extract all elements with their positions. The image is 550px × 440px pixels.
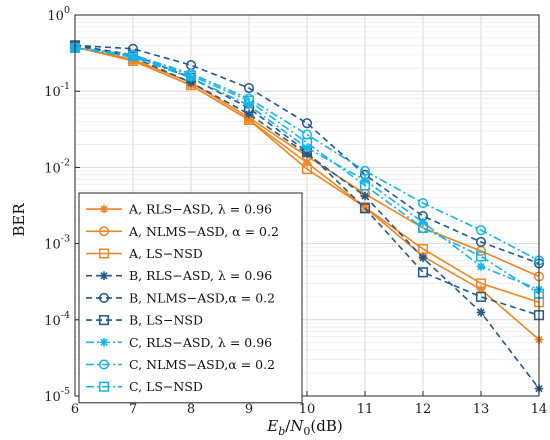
legend-marker: [98, 292, 110, 303]
legend-entry: C, RLS−ASD, λ = 0.96: [86, 335, 272, 350]
data-point: [359, 180, 371, 191]
data-point: [301, 137, 313, 148]
legend-marker: [98, 315, 110, 326]
data-point: [476, 308, 486, 317]
x-tick-label: 13: [473, 402, 490, 417]
data-point: [301, 118, 313, 129]
legend-label: C, NLMS−ASD,α = 0.2: [129, 357, 275, 372]
legend-entry: A, RLS−ASD, λ = 0.96: [86, 202, 272, 217]
legend-entry: B, RLS−ASD, λ = 0.96: [86, 268, 272, 283]
x-tick-label: 9: [245, 402, 253, 417]
data-point: [360, 191, 370, 201]
ticks: 6 7 8 9 10 11 12 13 14 100 10-1 10-2 10-3 10-4 10-5: [44, 5, 547, 417]
y-tick-label: 10-5: [44, 386, 70, 405]
y-tick-label: 10-2: [44, 157, 70, 176]
data-point: [417, 222, 429, 234]
data-point: [301, 164, 313, 175]
series-group: [69, 42, 545, 299]
legend-entry: A, NLMS−ASD, α = 0.2: [86, 224, 279, 239]
x-axis-title-b-subscript: b: [278, 425, 285, 438]
x-axis-title-slash: /: [285, 417, 291, 435]
x-tick-label: 6: [71, 402, 79, 417]
data-point: [359, 203, 371, 214]
legend-marker: [99, 271, 109, 280]
data-point: [243, 95, 255, 106]
x-axis-title-e: E: [266, 417, 278, 435]
data-point: [417, 198, 429, 209]
legend-label: B, NLMS−ASD,α = 0.2: [129, 290, 275, 305]
legend-entry: A, LS−NSD: [86, 246, 203, 261]
data-point: [475, 278, 487, 289]
legend-marker: [99, 204, 109, 214]
series-layer: [69, 40, 545, 393]
y-axis-title: BER: [10, 203, 28, 237]
x-tick-label: 10: [299, 402, 316, 417]
data-point: [127, 50, 139, 62]
x-tick-label: 11: [357, 402, 374, 417]
y-tick-label: 10-4: [44, 310, 70, 329]
legend-label: C, RLS−ASD, λ = 0.96: [129, 335, 272, 350]
data-point: [417, 267, 429, 278]
legend-entry: C, LS−NSD: [86, 379, 203, 394]
data-point: [243, 82, 255, 94]
legend-marker: [98, 359, 110, 370]
x-tick-label: 7: [129, 402, 137, 417]
y-tick-label: 10-3: [44, 234, 70, 253]
legend-label: A, RLS−ASD, λ = 0.96: [128, 202, 272, 217]
data-point: [302, 149, 312, 159]
legend-label: A, LS−NSD: [128, 246, 203, 261]
legend-entry: B, NLMS−ASD,α = 0.2: [86, 290, 275, 305]
data-point: [128, 52, 138, 62]
series-line: [74, 44, 540, 390]
data-point: [476, 262, 486, 271]
data-point: [475, 225, 487, 236]
legend-marker: [99, 338, 109, 347]
legend-entry: B, LS−NSD: [86, 313, 203, 328]
data-point: [302, 158, 312, 168]
legend-entry: C, NLMS−ASD,α = 0.2: [86, 357, 275, 372]
data-point: [244, 109, 254, 119]
legend-marker: [98, 226, 110, 237]
data-point: [185, 70, 197, 81]
legend-label: A, NLMS−ASD, α = 0.2: [128, 224, 279, 239]
data-point: [475, 236, 487, 248]
x-axis-title-unit: (dB): [310, 417, 342, 435]
legend: A, RLS−ASD, λ = 0.96 A, NLMS−ASD, α = 0.2…: [78, 192, 303, 404]
legend-label: B, LS−NSD: [129, 313, 203, 328]
data-point: [476, 285, 486, 294]
series-line: [74, 47, 540, 262]
x-axis-title-n: N: [289, 417, 304, 435]
legend-label: C, LS−NSD: [129, 379, 203, 394]
legend-marker: [98, 248, 110, 259]
data-point: [418, 253, 428, 263]
legend-marker: [98, 381, 110, 392]
data-point: [475, 291, 487, 302]
y-tick-label: 100: [47, 5, 70, 24]
data-point: [302, 143, 312, 153]
x-tick-label: 12: [415, 402, 432, 417]
series-line: [74, 46, 540, 304]
data-point: [417, 243, 429, 255]
x-tick-label: 8: [187, 402, 195, 417]
x-axis-title-zero-subscript: 0: [303, 425, 310, 438]
data-point: [475, 251, 487, 262]
y-tick-label: 10-1: [44, 81, 70, 100]
data-point: [359, 165, 371, 176]
x-tick-label: 14: [531, 402, 548, 417]
data-point: [360, 175, 370, 185]
data-point: [418, 218, 428, 227]
x-axis-title: Eb/N0(dB): [266, 417, 343, 438]
legend-label: B, RLS−ASD, λ = 0.96: [129, 268, 272, 283]
